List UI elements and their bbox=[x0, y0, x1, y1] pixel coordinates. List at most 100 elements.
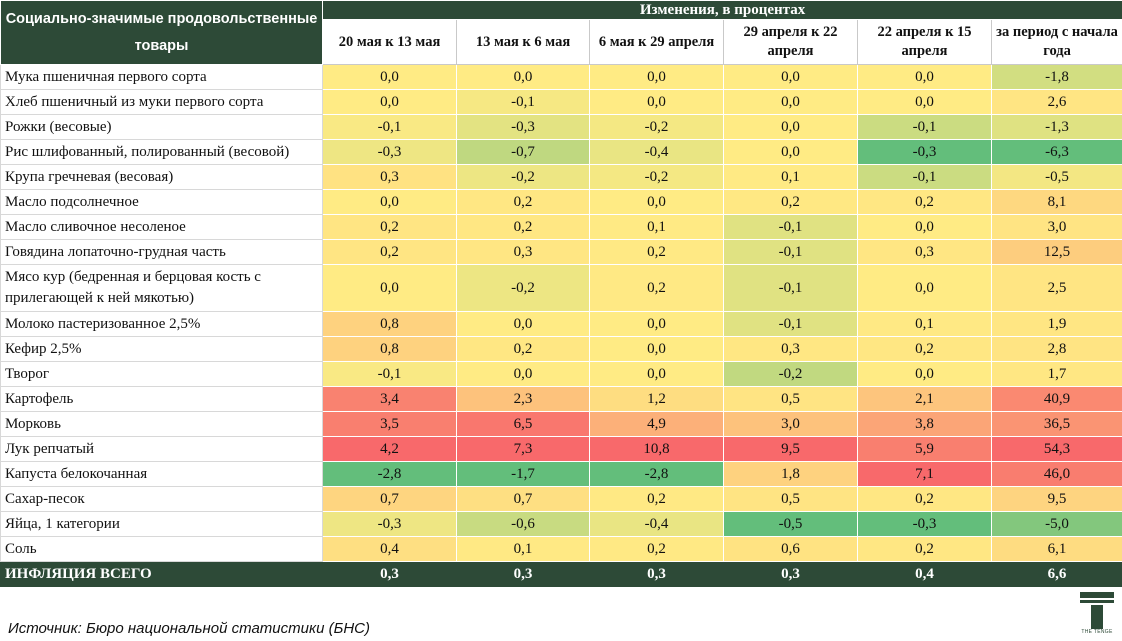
value-cell: 36,5 bbox=[990, 411, 1122, 437]
value-cell: 0,7 bbox=[456, 486, 590, 512]
value-cell: 3,8 bbox=[857, 411, 992, 437]
row-label: Рожки (весовые) bbox=[0, 114, 323, 140]
value-cell: 0,0 bbox=[723, 139, 858, 165]
value-cell: 0,3 bbox=[322, 164, 457, 190]
value-cell: 3,0 bbox=[990, 214, 1122, 240]
table-row: Творог -0,1 0,0 0,0 -0,2 0,0 1,7 bbox=[0, 361, 1122, 387]
total-value-cell: 0,3 bbox=[723, 561, 858, 587]
table-row: Сахар-песок 0,7 0,7 0,2 0,5 0,2 9,5 bbox=[0, 486, 1122, 512]
value-cell: 0,2 bbox=[589, 239, 724, 265]
value-cell: 0,2 bbox=[589, 536, 724, 562]
value-cell: 2,5 bbox=[990, 264, 1122, 312]
row-label: Молоко пастеризованное 2,5% bbox=[0, 311, 323, 337]
value-cell: 0,0 bbox=[589, 311, 724, 337]
value-cell: 0,2 bbox=[857, 486, 992, 512]
table-row: Масло сливочное несоленое 0,2 0,2 0,1 -0,1 0,… bbox=[0, 214, 1122, 240]
table-row: Яйца, 1 категории -0,3 -0,6 -0,4 -0,5 -0,3 -5,… bbox=[0, 511, 1122, 537]
the-tenge-logo-icon bbox=[1080, 592, 1114, 629]
row-label: Масло подсолнечное bbox=[0, 189, 323, 215]
value-cell: -0,1 bbox=[857, 164, 992, 190]
table-row: Хлеб пшеничный из муки первого сорта 0,0-… bbox=[0, 89, 1122, 115]
table-row: Масло подсолнечное 0,0 0,2 0,0 0,2 0,2 8,1 bbox=[0, 189, 1122, 215]
row-label: Лук репчатый bbox=[0, 436, 323, 462]
column-header-row: 20 мая к 13 мая 13 мая к 6 мая 6 мая к 29 … bbox=[1, 19, 1122, 65]
table-body: Мука пшеничная первого сорта 0,0 0,0 0,0 0,0… bbox=[0, 64, 1122, 587]
value-cell: 3,0 bbox=[723, 411, 858, 437]
table-row: Мясо кур (бедренная и берцовая кость с п… bbox=[0, 264, 1122, 312]
value-cell: 6,1 bbox=[990, 536, 1122, 562]
value-cell: 1,8 bbox=[723, 461, 858, 487]
value-cell: -0,5 bbox=[990, 164, 1122, 190]
row-label: Сахар-песок bbox=[0, 486, 323, 512]
value-cell: -0,2 bbox=[456, 164, 590, 190]
total-value-cell: 0,3 bbox=[456, 561, 590, 587]
row-label: Морковь bbox=[0, 411, 323, 437]
value-cell: 5,9 bbox=[857, 436, 992, 462]
total-value-cell: 6,6 bbox=[990, 561, 1122, 587]
value-cell: 1,2 bbox=[589, 386, 724, 412]
value-cell: 0,0 bbox=[723, 64, 858, 90]
value-cell: 2,6 bbox=[990, 89, 1122, 115]
value-cell: 9,5 bbox=[990, 486, 1122, 512]
value-cell: -0,1 bbox=[723, 311, 858, 337]
value-cell: 0,3 bbox=[857, 239, 992, 265]
row-label: Творог bbox=[0, 361, 323, 387]
value-cell: 0,2 bbox=[857, 336, 992, 362]
value-cell: 7,1 bbox=[857, 461, 992, 487]
value-cell: 54,3 bbox=[990, 436, 1122, 462]
value-cell: 10,8 bbox=[589, 436, 724, 462]
value-cell: 8,1 bbox=[990, 189, 1122, 215]
value-cell: -0,3 bbox=[857, 511, 992, 537]
total-value-cell: 0,3 bbox=[589, 561, 724, 587]
value-cell: -0,4 bbox=[589, 139, 724, 165]
value-cell: -0,1 bbox=[322, 114, 457, 140]
value-cell: 0,0 bbox=[589, 64, 724, 90]
value-cell: -0,6 bbox=[456, 511, 590, 537]
value-cell: 0,0 bbox=[589, 89, 724, 115]
table-row: Лук репчатый 4,2 7,3 10,8 9,5 5,9 54,3 bbox=[0, 436, 1122, 462]
value-cell: 0,3 bbox=[456, 239, 590, 265]
value-cell: 12,5 bbox=[990, 239, 1122, 265]
value-cell: -0,2 bbox=[589, 164, 724, 190]
value-cell: 0,2 bbox=[456, 214, 590, 240]
table-row: Крупа гречневая (весовая) 0,3 -0,2 -0,2 0,1-… bbox=[0, 164, 1122, 190]
value-cell: -0,7 bbox=[456, 139, 590, 165]
table-title: Социально-значимые продовольственные тов… bbox=[0, 0, 323, 65]
value-cell: -0,1 bbox=[723, 264, 858, 312]
value-cell: 2,3 bbox=[456, 386, 590, 412]
value-cell: 2,8 bbox=[990, 336, 1122, 362]
value-cell: 0,2 bbox=[322, 239, 457, 265]
value-cell: -1,8 bbox=[990, 64, 1122, 90]
value-cell: -0,1 bbox=[322, 361, 457, 387]
total-value-cell: 0,3 bbox=[322, 561, 457, 587]
value-cell: -0,2 bbox=[456, 264, 590, 312]
value-cell: 0,0 bbox=[857, 361, 992, 387]
value-cell: -0,3 bbox=[322, 511, 457, 537]
value-cell: -0,4 bbox=[589, 511, 724, 537]
value-cell: -0,3 bbox=[456, 114, 590, 140]
value-cell: 1,7 bbox=[990, 361, 1122, 387]
column-header: 20 мая к 13 мая bbox=[322, 19, 457, 65]
value-cell: 0,1 bbox=[456, 536, 590, 562]
total-value-cell: 0,4 bbox=[857, 561, 992, 587]
value-cell: 0,1 bbox=[589, 214, 724, 240]
value-cell: -2,8 bbox=[589, 461, 724, 487]
total-row: ИНФЛЯЦИЯ ВСЕГО 0,3 0,3 0,3 0,3 0,4 6,6 bbox=[0, 561, 1122, 587]
value-cell: 0,0 bbox=[322, 64, 457, 90]
table-row: Рис шлифованный, полированный (весовой) -… bbox=[0, 139, 1122, 165]
value-cell: 3,5 bbox=[322, 411, 457, 437]
row-label: Рис шлифованный, полированный (весовой) bbox=[0, 139, 323, 165]
column-header: 29 апреля к 22 апреля bbox=[723, 19, 858, 65]
value-cell: 0,2 bbox=[322, 214, 457, 240]
value-cell: 0,2 bbox=[589, 264, 724, 312]
row-label: Капуста белокочанная bbox=[0, 461, 323, 487]
value-cell: 7,3 bbox=[456, 436, 590, 462]
value-cell: 0,0 bbox=[456, 361, 590, 387]
value-cell: 0,0 bbox=[857, 264, 992, 312]
column-header: 6 мая к 29 апреля bbox=[589, 19, 724, 65]
logo-text: THE TENGE bbox=[1081, 629, 1113, 635]
value-cell: 3,4 bbox=[322, 386, 457, 412]
value-cell: 0,8 bbox=[322, 336, 457, 362]
row-label: Масло сливочное несоленое bbox=[0, 214, 323, 240]
table-row: Мука пшеничная первого сорта 0,0 0,0 0,0 0,0… bbox=[0, 64, 1122, 90]
